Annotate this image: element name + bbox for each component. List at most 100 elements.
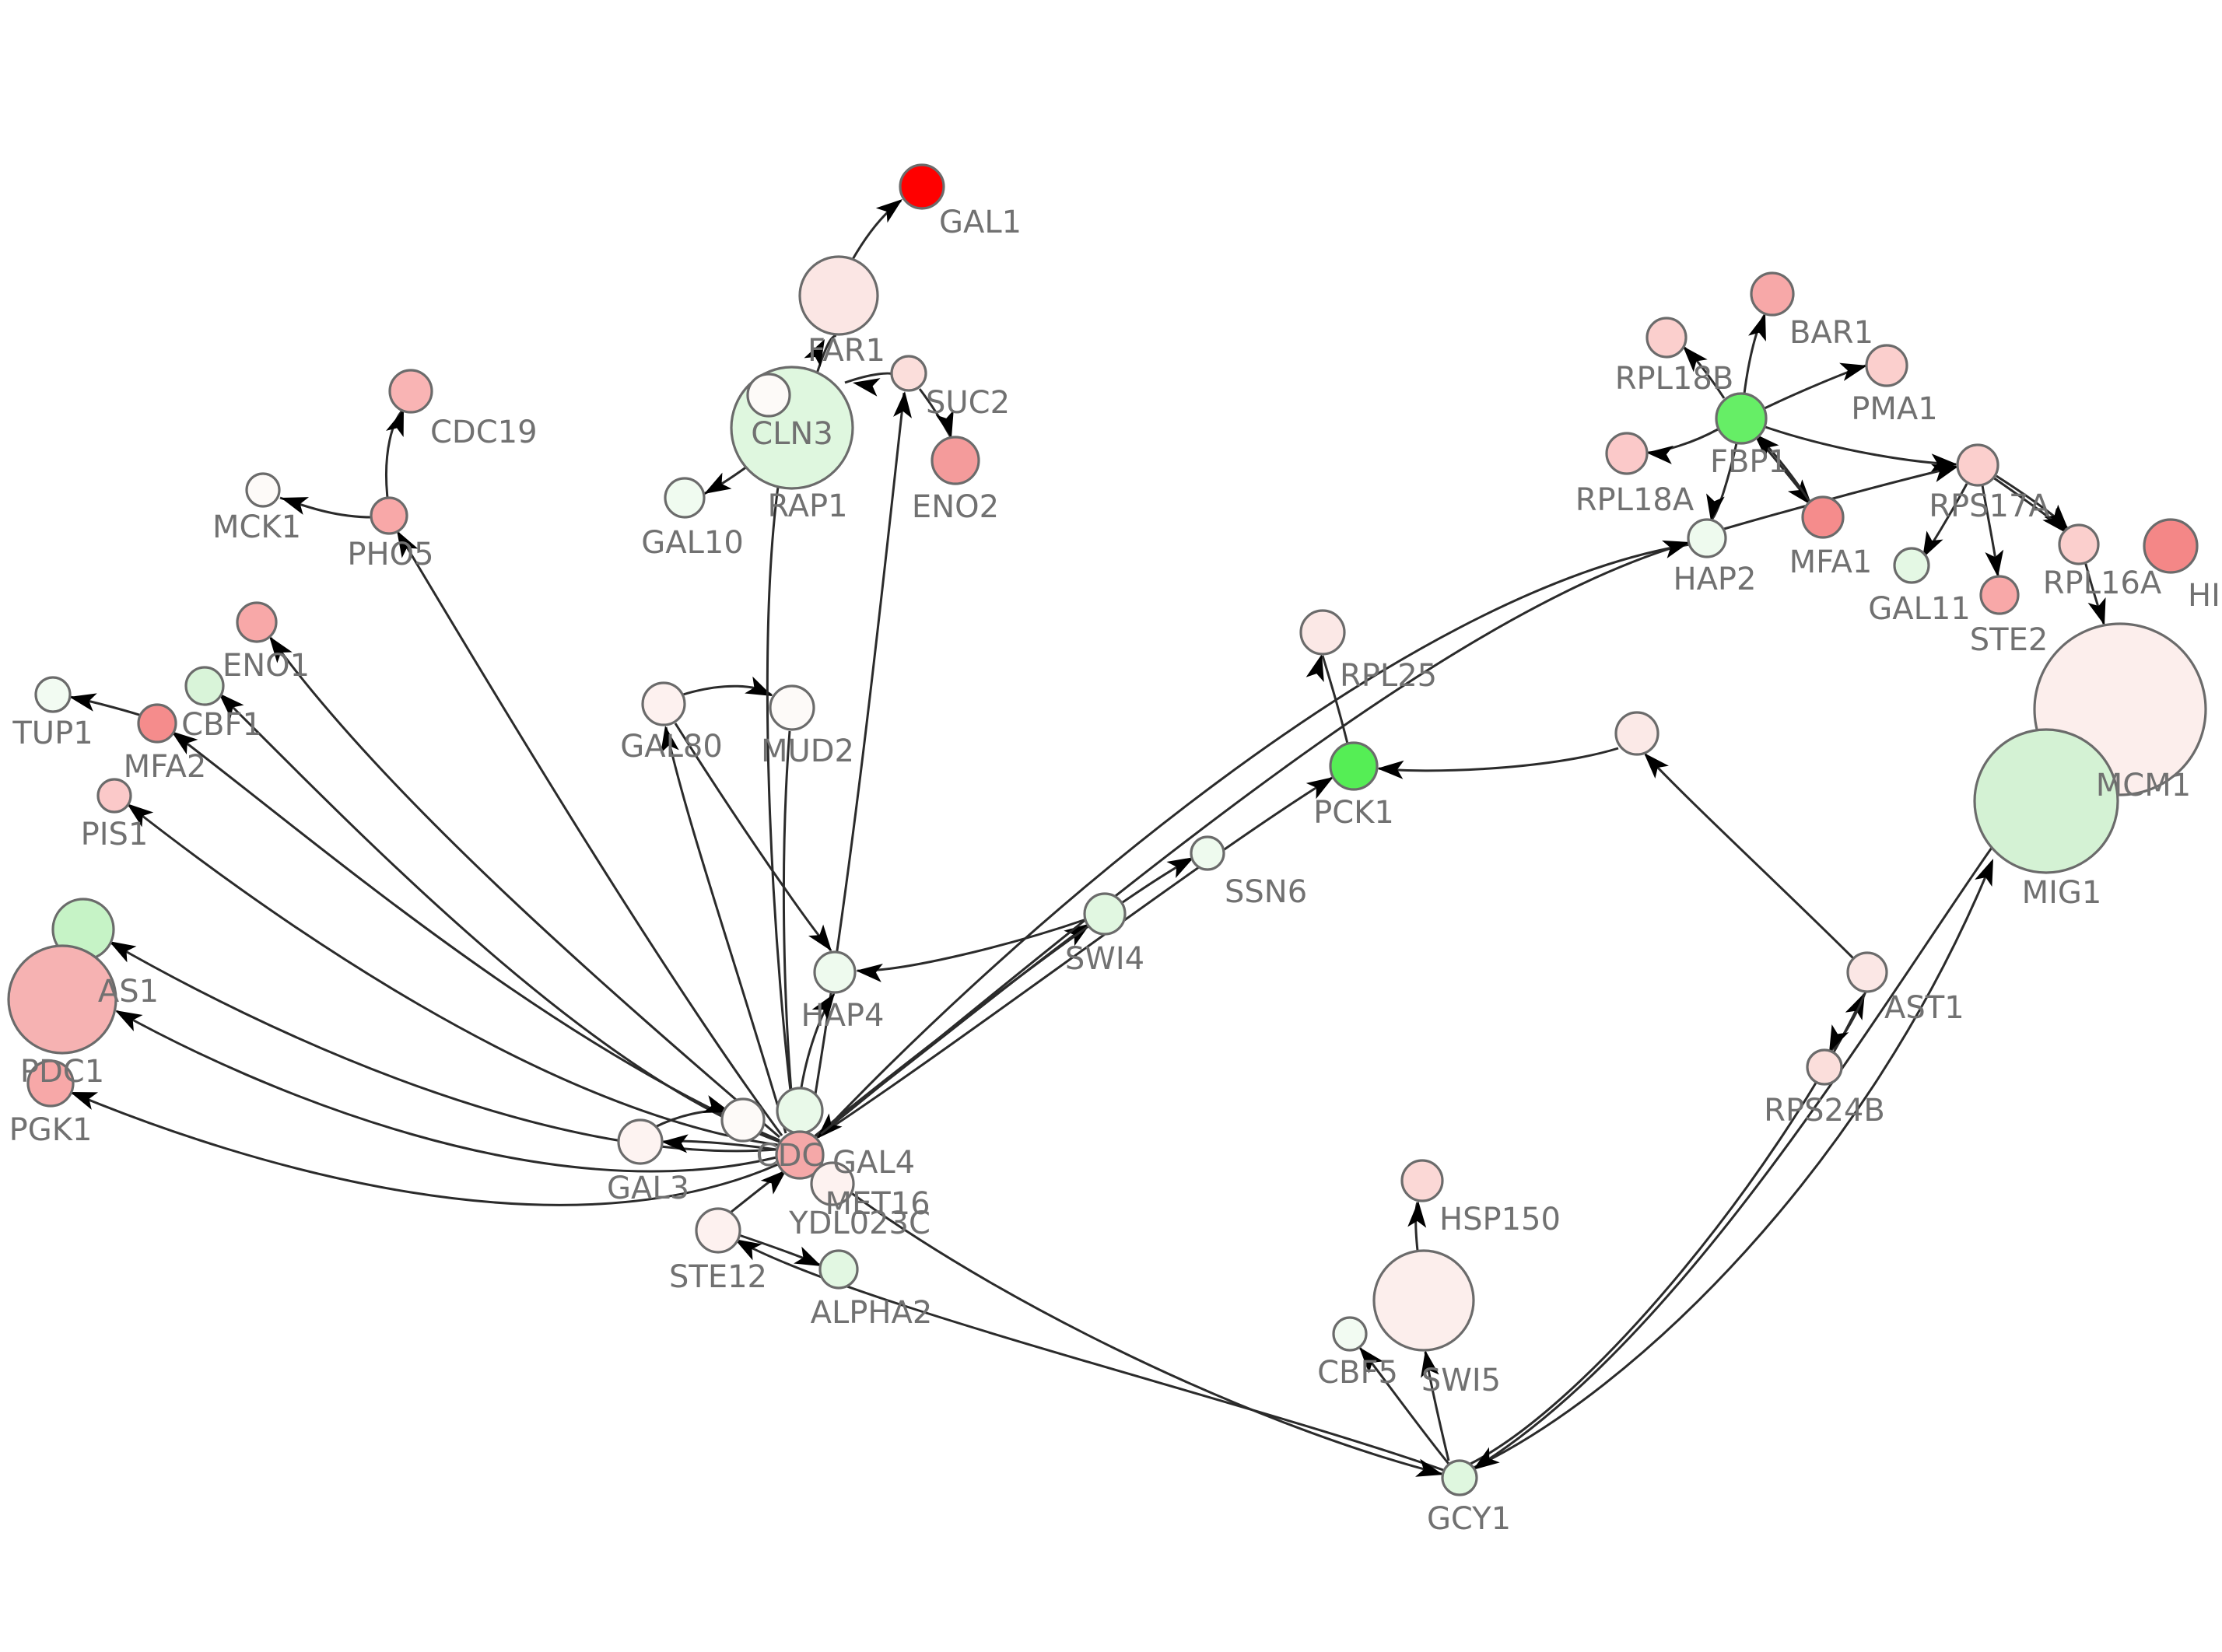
arrowhead-GAL4-to-CBF1 (219, 693, 244, 719)
node-pis1[interactable]: PIS1 (96, 778, 132, 814)
node-gal1[interactable]: GAL1 (899, 163, 945, 210)
arrowhead-HAP2-to-RPS17A (1931, 464, 1959, 482)
node-mud2[interactable]: MUD2 (769, 684, 815, 731)
node-label-cdc19: CDC19 (430, 415, 538, 450)
node-ydl023c[interactable]: YDL023C (810, 1161, 855, 1206)
node-fbp1[interactable]: FBP1 (1715, 392, 1768, 445)
node-label-ssn6: SSN6 (1225, 874, 1307, 910)
arrowhead-GAL4-to-PHO5 (397, 530, 419, 558)
edge-FBP1-to-HAP2 (1710, 443, 1738, 521)
node-rpl18a[interactable]: RPL18A (1605, 432, 1649, 475)
node-ssn6[interactable]: SSN6 (1190, 835, 1225, 871)
node-pho5[interactable]: PHO5 (370, 496, 408, 535)
edge-GCY1-to-MIG1 (1471, 861, 1993, 1470)
node-label-swi4: SWI4 (1065, 941, 1144, 977)
arrowhead-FBP1-to-RPL18A (1646, 446, 1674, 464)
node-cbf1[interactable]: CBF1 (184, 666, 225, 706)
node-label-pma1: PMA1 (1851, 391, 1937, 427)
edge-MCM1-to-GCY1 (1474, 786, 2038, 1470)
edge-UNNAMED1-to-PCK1 (1378, 747, 1619, 772)
arrowhead-SUC2-to-ENO2 (935, 410, 954, 438)
node-cdc19[interactable]: CDC19 (388, 369, 433, 414)
node-hsp150[interactable]: HSP150 (1400, 1159, 1444, 1202)
node-mfa1[interactable]: MFA1 (1801, 495, 1845, 539)
node-label-mfa1: MFA1 (1789, 544, 1873, 580)
node-pdc1[interactable]: PDC1 (7, 944, 117, 1055)
arrowhead-RPS17A-to-RPL16A2 (2042, 507, 2067, 534)
node-label-gal1: GAL1 (939, 205, 1022, 240)
node-label-mud2: MUD2 (761, 733, 854, 769)
node-hap2[interactable]: HAP2 (1687, 518, 1727, 558)
nodes-layer[interactable]: GAL1FAR1SUC2CLN3RAP1ENO2GAL10CDC19MCK1PH… (7, 163, 2207, 1496)
node-cdc[interactable]: CDC (720, 1097, 766, 1143)
node-tup1[interactable]: TUP1 (34, 676, 72, 713)
node-ste2[interactable]: STE2 (1979, 575, 2020, 615)
node-pma1[interactable]: PMA1 (1865, 344, 1908, 387)
node-label-as1: AS1 (98, 974, 159, 1010)
node-bar1[interactable]: BAR1 (1750, 271, 1795, 317)
edge-GAL4-to-PDC1 (116, 1010, 777, 1173)
node-gal80[interactable]: GAL80 (641, 681, 686, 726)
arrowhead-GAL4-to-GAL3 (661, 1134, 689, 1153)
arrowhead-PHO5-to-CDC19 (386, 409, 404, 438)
node-gal11[interactable]: GAL11 (1893, 547, 1930, 584)
node-rps24b[interactable]: RPS24B (1806, 1048, 1843, 1086)
node-mfa2[interactable]: MFA2 (137, 703, 177, 744)
arrowhead-UNNAMED1-to-PCK1 (1377, 760, 1404, 779)
node-pgk1[interactable]: PGK1 (26, 1059, 75, 1108)
node-mig1[interactable]: MIG1 (1973, 728, 2119, 874)
arrowhead-GAL4-to-HAP2 (1662, 540, 1690, 558)
node-ste12[interactable]: STE12 (695, 1207, 741, 1254)
node-alpha2[interactable]: ALPHA2 (818, 1249, 859, 1290)
node-rap1[interactable]: RAP1 (746, 373, 791, 418)
arrowhead-FAR1-to-GAL1 (875, 199, 902, 223)
node-suc2[interactable]: SUC2 (890, 355, 927, 392)
arrowhead-GAL4-to-PCK1 (1306, 777, 1334, 800)
node-eno1[interactable]: ENO1 (236, 601, 278, 643)
node-cbf5[interactable]: CBF5 (1332, 1316, 1368, 1352)
node-gal3[interactable]: GAL3 (617, 1118, 664, 1165)
node-label-pis1: PIS1 (81, 817, 149, 852)
node-his4[interactable]: HIS4 (2143, 518, 2199, 574)
arrowhead-GAL80-to-MUD2 (745, 676, 773, 696)
node-label-hap2: HAP2 (1673, 562, 1756, 597)
node-label-rap1: RAP1 (767, 488, 847, 524)
node-pck1[interactable]: PCK1 (1329, 741, 1379, 791)
node-label-gal3: GAL3 (607, 1171, 689, 1206)
node-rpl18b[interactable]: RPL18B (1645, 317, 1688, 359)
node-eno2[interactable]: ENO2 (931, 436, 980, 485)
node-label-cln3: CLN3 (751, 416, 833, 452)
edge-AST1-to-UNNAMED1 (1644, 753, 1855, 960)
edge-FBP1-to-RPL18A (1647, 428, 1719, 454)
arrowhead-GAL4-to-AS1 (109, 941, 137, 963)
node-met16[interactable]: MET16 (776, 1087, 824, 1135)
node-label-gal10: GAL10 (641, 525, 744, 561)
node-rpl25[interactable]: RPL25 (1299, 609, 1346, 656)
arrowhead-GCY1-to-CBF5 (1359, 1347, 1384, 1374)
node-unnamed1[interactable]: UNNAMED1 (1614, 711, 1659, 756)
node-label-cbf1: CBF1 (181, 707, 262, 743)
node-gal10[interactable]: GAL10 (664, 477, 706, 519)
node-swi4[interactable]: SWI4 (1083, 892, 1127, 936)
node-label-tup1: TUP1 (12, 716, 93, 751)
node-rps17a[interactable]: RPS17A (1956, 443, 1999, 487)
node-gal4[interactable]: GAL4 (775, 1130, 825, 1180)
node-swi5[interactable]: SWI5 (1372, 1249, 1475, 1352)
node-mck1[interactable]: MCK1 (245, 472, 281, 508)
node-hap4[interactable]: HAP4 (813, 950, 857, 994)
node-gcy1[interactable]: GCY1 (1441, 1459, 1478, 1496)
node-label-pck1: PCK1 (1313, 795, 1394, 831)
edge-GAL4-to-GCY1 (816, 1165, 1442, 1475)
edge-GAL4-to-PGK1 (71, 1091, 779, 1206)
edge-GAL4-to-PIS1 (128, 803, 779, 1146)
arrowhead-GCY1-to-MIG1 (1975, 859, 1993, 887)
node-far1[interactable]: FAR1 (798, 255, 879, 336)
node-label-mcm1: MCM1 (2096, 768, 2191, 803)
node-rpl16a[interactable]: RPL16A (2058, 523, 2100, 565)
node-label-ast1: AST1 (1884, 990, 1964, 1026)
arrowhead-CLN3-to-FAR1 (804, 339, 825, 367)
arrowhead-RPS17A-to-GAL11 (1922, 530, 1943, 558)
node-ast1[interactable]: AST1 (1846, 951, 1888, 993)
arrowhead-RPS17A-to-STE2 (1985, 549, 2004, 577)
